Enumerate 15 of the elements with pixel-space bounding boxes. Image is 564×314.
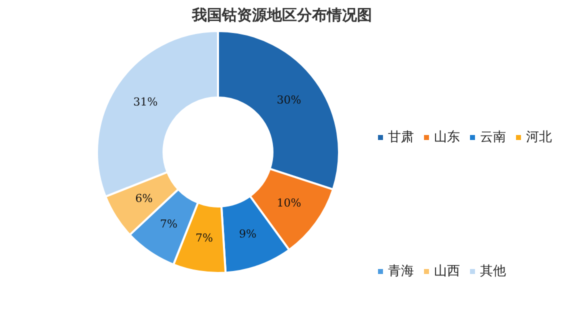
chart-title: 我国钴资源地区分布情况图: [190, 6, 373, 25]
data-label: 7%: [160, 217, 178, 230]
legend-label: 青海: [388, 263, 414, 280]
data-label: 9%: [238, 227, 256, 240]
data-label: 7%: [196, 232, 214, 245]
data-label: 6%: [135, 192, 153, 205]
data-label: 30%: [276, 93, 302, 106]
legend-label: 其他: [480, 263, 506, 280]
legend-label: 山西: [434, 263, 460, 280]
data-label: 31%: [133, 96, 158, 109]
legend-label: 甘肃: [388, 129, 414, 146]
data-label: 10%: [276, 196, 302, 210]
legend-label: 云南: [480, 129, 506, 146]
legend-label: 河北: [526, 129, 552, 146]
legend-label: 山东: [434, 129, 460, 146]
